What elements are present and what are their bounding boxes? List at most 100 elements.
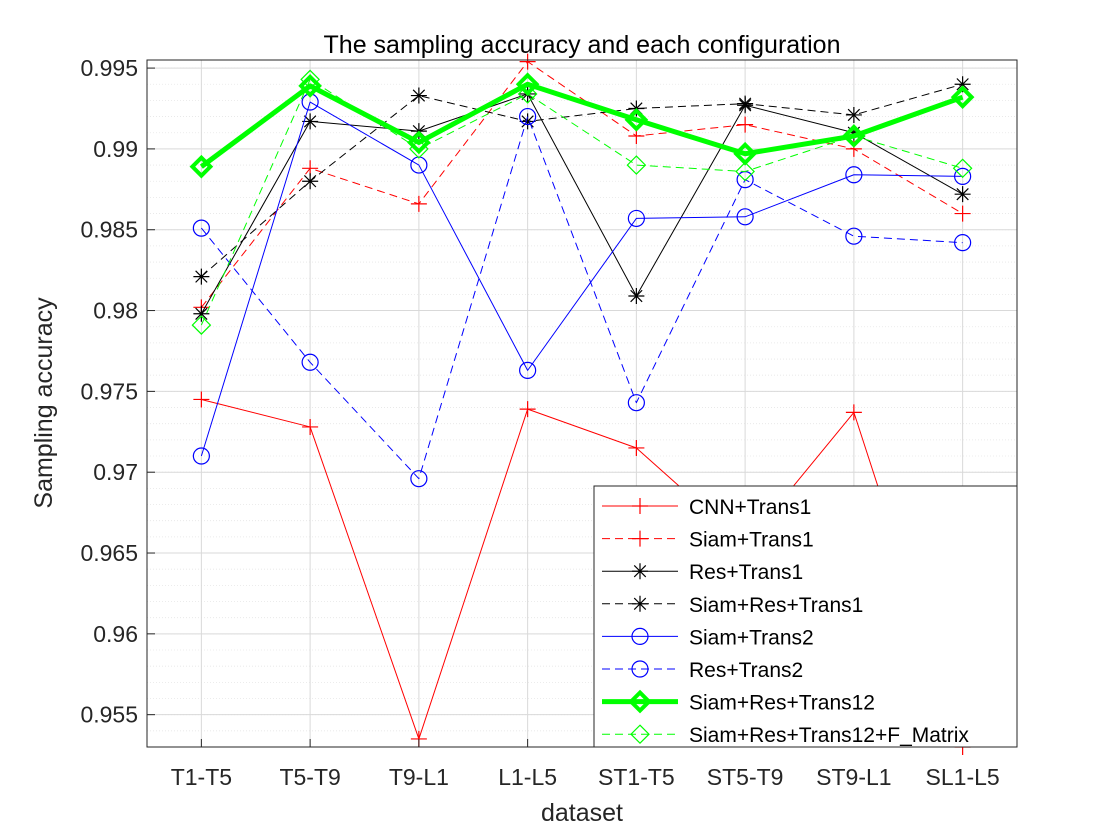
x-tick-label: ST1-T5 [598,764,675,790]
data-point [301,353,319,371]
data-point [733,141,757,166]
legend-marker [631,627,649,646]
data-point [952,158,973,179]
data-point [628,288,645,305]
data-point [193,305,210,322]
data-point [189,154,214,179]
series-res-trans2 [192,107,972,488]
data-point [627,209,645,228]
legend-label: Res+Trans2 [689,659,803,682]
legend-entry: Res+Trans1 [602,561,803,584]
data-point [842,124,866,148]
data-point [515,72,540,97]
legend-label: Siam+Res+Trans1 [689,594,863,617]
data-point [737,95,754,112]
x-tick-label: L1-L5 [498,764,557,790]
series-line [201,83,963,277]
legend-marker [628,689,652,714]
y-tick-label: 0.985 [80,217,138,243]
series-layer [189,53,975,755]
legend-marker [631,660,649,678]
axes: 0.955 0.96 0.965 0.97 0.975 0.98 0.985 0.99 0.99… [80,55,999,790]
y-tick-label: 0.99 [93,136,138,162]
data-point [737,116,754,133]
data-point [624,107,649,132]
data-point [845,404,862,421]
x-tick-label: ST9-L1 [816,764,891,790]
legend-marker [632,530,648,547]
data-point [193,268,210,285]
data-point [519,113,536,130]
series-line [200,116,963,480]
series-line [200,61,963,308]
series-line [199,81,964,169]
legend-entry: CNN+Trans1 [602,496,811,519]
legend-marker [632,498,648,514]
x-tick-label: T5-T9 [279,764,340,790]
x-axis-label: dataset [541,799,623,827]
x-tick-label: ST5-T9 [707,764,784,790]
data-point [302,418,319,435]
y-tick-label: 0.975 [80,378,138,404]
y-axis-label: Sampling accuracy [30,297,58,509]
data-point [302,113,319,130]
data-point [735,161,755,182]
legend-marker [630,724,650,745]
legend-marker [632,563,648,580]
data-point [298,74,322,98]
data-point [519,361,537,379]
legend-entry: Siam+Res+Trans1 [602,594,863,617]
y-tick-label: 0.98 [93,298,138,324]
legend-entry: Siam+Trans1 [602,529,814,552]
data-point [302,173,319,190]
x-tick-label: T1-T5 [171,764,232,790]
x-tick-label: SL1-L5 [926,764,1000,790]
plot-frame [146,59,1018,748]
legend-entry: Siam+Res+Trans12+F_Matrix [602,724,969,747]
series-siam-res-trans12-f-matrix [191,69,973,335]
legend-entry: Res+Trans2 [602,659,803,682]
legend: CNN+Trans1 Siam+Trans1 Res+Trans1 Siam+Res+… [593,485,1018,748]
data-point [192,219,210,237]
data-point [954,76,971,93]
y-tick-label: 0.995 [80,55,138,81]
data-point [954,167,972,185]
legend-label: Res+Trans1 [689,561,803,584]
data-point [517,84,538,104]
legend-label: Siam+Trans1 [689,529,814,552]
data-point [410,195,427,212]
data-point [519,401,536,418]
y-tick-label: 0.97 [93,459,138,485]
data-point [410,470,428,488]
series-line [200,93,963,315]
data-point [845,166,863,184]
data-point [519,107,537,126]
series-line [200,78,963,326]
series-siam-res-trans12 [189,72,975,179]
x-tick-label: T9-L1 [389,764,449,790]
legend-entry: Siam+Trans2 [602,626,814,649]
data-point [628,439,645,456]
data-point [845,106,862,123]
data-point [191,315,212,335]
data-point [626,155,647,175]
data-point [954,234,972,252]
series-line [200,101,963,457]
legend-label: Siam+Trans2 [689,626,814,649]
grid [147,60,1017,748]
data-point [192,447,210,465]
data-point [410,87,427,104]
data-point [845,227,863,245]
data-point [519,53,536,70]
legend-marker [632,595,648,612]
legend-label: Siam+Res+Trans12 [689,692,875,715]
data-point [407,130,431,155]
data-point [954,186,971,203]
data-point [193,391,210,408]
chart-title: The sampling accuracy and each configura… [324,31,841,59]
data-point [627,394,645,412]
data-point [736,208,754,226]
y-tick-label: 0.955 [80,702,138,728]
